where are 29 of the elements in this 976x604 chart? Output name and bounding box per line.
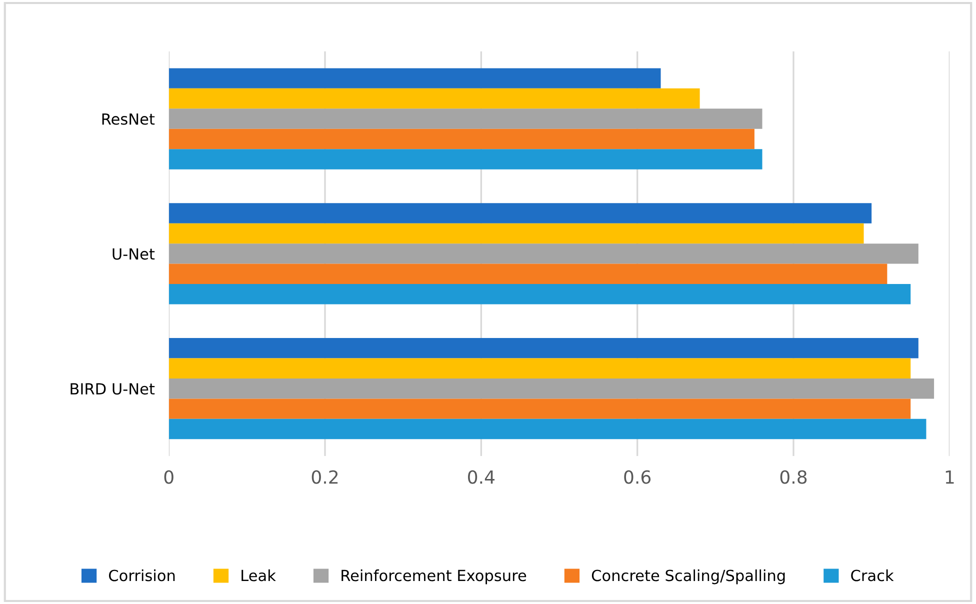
legend-label: Leak [242, 569, 276, 582]
bar [168, 128, 754, 150]
legend-label: Reinforcement Exopsure [342, 569, 526, 584]
x-tick-label: 0.2 [312, 470, 338, 484]
bar [168, 244, 918, 264]
y-tick-label: U-Net [112, 248, 155, 260]
bar [168, 358, 911, 378]
x-tick-label: 0 [164, 470, 174, 484]
legend-label: Crack [851, 569, 894, 582]
bar [168, 223, 864, 244]
bar [168, 88, 700, 109]
bar [168, 203, 872, 224]
x-tick-label: 0.4 [468, 470, 495, 484]
x-tick-label: 0.6 [624, 470, 651, 484]
x-tick-label: 1 [946, 470, 954, 484]
x-tick-label: 0.8 [780, 470, 807, 484]
bar [168, 68, 661, 88]
bar [168, 378, 934, 399]
y-tick-label: ResNet [102, 113, 155, 125]
bar [168, 284, 911, 304]
legend-label: Concrete Scaling/Spalling [592, 569, 785, 584]
bar [168, 264, 888, 284]
bar [168, 108, 762, 129]
bar [168, 338, 918, 358]
bar [168, 418, 926, 440]
legend-label: Corrision [109, 569, 175, 582]
bar [168, 149, 762, 170]
bar [168, 398, 911, 419]
y-tick-label: BIRD U-Net [70, 383, 155, 395]
